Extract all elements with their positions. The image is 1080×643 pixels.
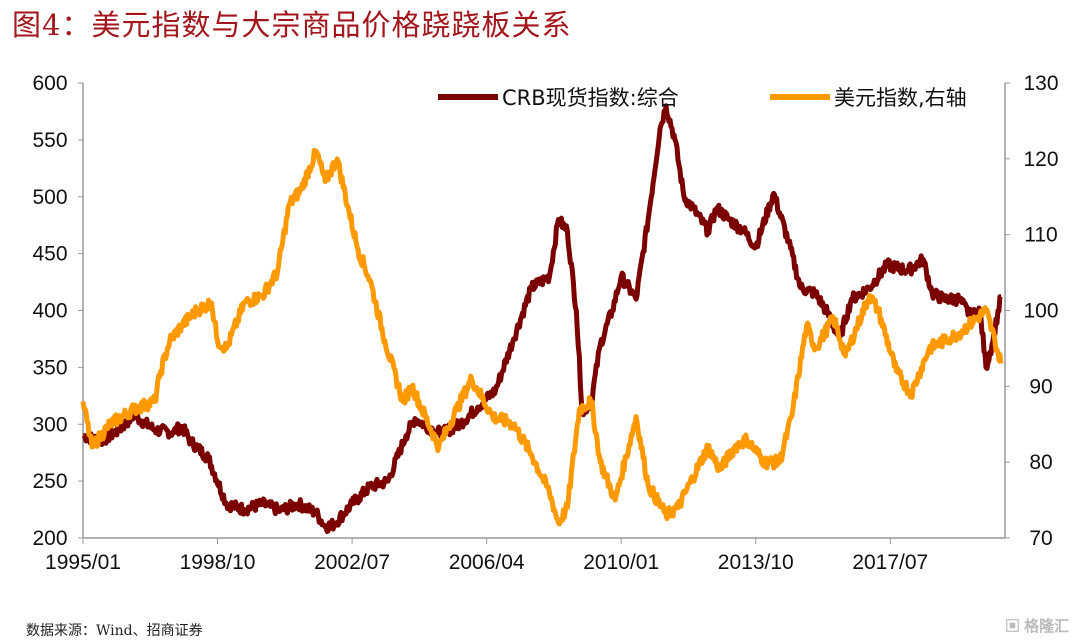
source-note: 数据来源：Wind、招商证券 [26, 623, 203, 639]
left-tick-label: 400 [32, 300, 67, 323]
legend-label-usd: 美元指数,右轴 [834, 86, 967, 110]
legend-label-crb: CRB现货指数:综合 [502, 86, 679, 110]
right-tick-label: 100 [1023, 300, 1058, 323]
right-tick-label: 70 [1029, 527, 1052, 550]
right-tick-label: 110 [1024, 224, 1057, 247]
x-tick-label: 2017/07 [852, 551, 928, 574]
right-tick-label: 130 [1023, 72, 1058, 95]
watermark-logo: ▣ 格隆汇 [1005, 618, 1070, 635]
x-tick-label: 2010/01 [583, 551, 659, 574]
left-tick-label: 550 [32, 129, 67, 152]
right-tick-label: 120 [1023, 148, 1058, 171]
x-tick-label: 2006/04 [449, 551, 525, 574]
left-tick-label: 450 [32, 243, 67, 266]
figure-title: 图4：美元指数与大宗商品价格跷跷板关系 [12, 8, 572, 42]
crb-index-line [81, 103, 1003, 534]
left-tick-label: 300 [32, 413, 67, 436]
usd-index-line [80, 147, 1004, 527]
left-tick-label: 600 [32, 72, 67, 95]
left-tick-label: 250 [32, 470, 67, 493]
left-tick-label: 500 [32, 186, 67, 209]
x-tick-label: 1995/01 [45, 551, 121, 574]
x-tick-label: 2002/07 [314, 551, 390, 574]
x-tick-label: 1998/10 [180, 551, 256, 574]
left-tick-label: 350 [32, 356, 67, 379]
right-tick-label: 90 [1029, 375, 1052, 398]
watermark-text: 格隆汇 [1024, 618, 1070, 635]
x-tick-label: 2013/10 [718, 551, 794, 574]
right-tick-label: 80 [1029, 451, 1052, 474]
left-tick-label: 200 [32, 527, 67, 550]
